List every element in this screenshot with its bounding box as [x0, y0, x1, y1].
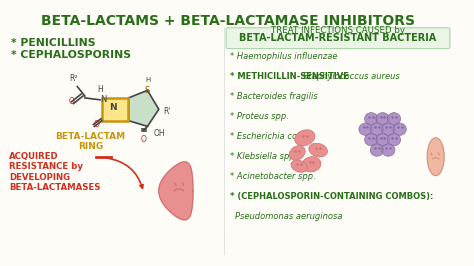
- Ellipse shape: [359, 123, 372, 135]
- Text: * (CEPHALOSPORIN-CONTAINING COMBOS):: * (CEPHALOSPORIN-CONTAINING COMBOS):: [230, 192, 433, 201]
- Ellipse shape: [376, 113, 389, 125]
- Ellipse shape: [302, 157, 321, 172]
- Ellipse shape: [291, 160, 308, 172]
- Text: ACQUIRED
RESISTANCE by
DEVELOPING
BETA-LACTAMASES: ACQUIRED RESISTANCE by DEVELOPING BETA-L…: [9, 152, 100, 192]
- Ellipse shape: [370, 123, 383, 135]
- Text: TREAT INFECTIONS CAUSED by: TREAT INFECTIONS CAUSED by: [271, 26, 405, 35]
- Text: BETA-LACTAMS + BETA-LACTAMASE INHIBITORS: BETA-LACTAMS + BETA-LACTAMASE INHIBITORS: [41, 14, 415, 28]
- Text: * PENICILLINS: * PENICILLINS: [11, 38, 95, 48]
- Text: * Klebsiella spp.: * Klebsiella spp.: [230, 152, 297, 161]
- Text: * Haemophilus influenzae: * Haemophilus influenzae: [230, 52, 337, 61]
- Ellipse shape: [427, 138, 444, 176]
- Ellipse shape: [365, 134, 378, 146]
- Text: R': R': [164, 107, 171, 116]
- Text: * Escherichia coli: * Escherichia coli: [230, 132, 302, 141]
- Text: R²: R²: [69, 74, 78, 83]
- Ellipse shape: [295, 130, 315, 146]
- Text: * Acinetobacter spp.: * Acinetobacter spp.: [230, 172, 316, 181]
- Text: N: N: [109, 103, 117, 112]
- Ellipse shape: [382, 144, 395, 156]
- Text: * Bacteroides fragilis: * Bacteroides fragilis: [230, 92, 318, 101]
- Text: S: S: [145, 86, 150, 95]
- Ellipse shape: [382, 123, 395, 135]
- Text: H: H: [97, 85, 103, 94]
- Text: * CEPHALOSPORINS: * CEPHALOSPORINS: [11, 49, 131, 60]
- Ellipse shape: [289, 146, 305, 160]
- Ellipse shape: [393, 123, 406, 135]
- Text: O: O: [69, 97, 74, 106]
- Polygon shape: [159, 162, 193, 220]
- Ellipse shape: [370, 144, 383, 156]
- Ellipse shape: [376, 134, 389, 146]
- Polygon shape: [128, 90, 159, 126]
- FancyBboxPatch shape: [102, 98, 128, 121]
- FancyArrowPatch shape: [107, 158, 143, 188]
- Text: N: N: [100, 95, 106, 104]
- Text: BETA-LACTAM
RING: BETA-LACTAM RING: [55, 132, 126, 151]
- Ellipse shape: [387, 134, 401, 146]
- Ellipse shape: [365, 113, 378, 125]
- Text: Pseudomonas aeruginosa: Pseudomonas aeruginosa: [235, 212, 342, 221]
- Text: H: H: [146, 77, 151, 83]
- FancyBboxPatch shape: [226, 28, 450, 49]
- Ellipse shape: [309, 143, 328, 157]
- Text: O: O: [93, 120, 99, 129]
- Text: * METHICILLIN-SENSITIVE: * METHICILLIN-SENSITIVE: [230, 72, 352, 81]
- Text: OH: OH: [153, 128, 165, 138]
- Text: Staphylococcus aureus: Staphylococcus aureus: [303, 72, 400, 81]
- Text: * Proteus spp.: * Proteus spp.: [230, 112, 289, 121]
- Text: O: O: [141, 135, 146, 144]
- Ellipse shape: [387, 113, 401, 125]
- Text: BETA-LACTAM-RESISTANT BACTERIA: BETA-LACTAM-RESISTANT BACTERIA: [239, 33, 437, 43]
